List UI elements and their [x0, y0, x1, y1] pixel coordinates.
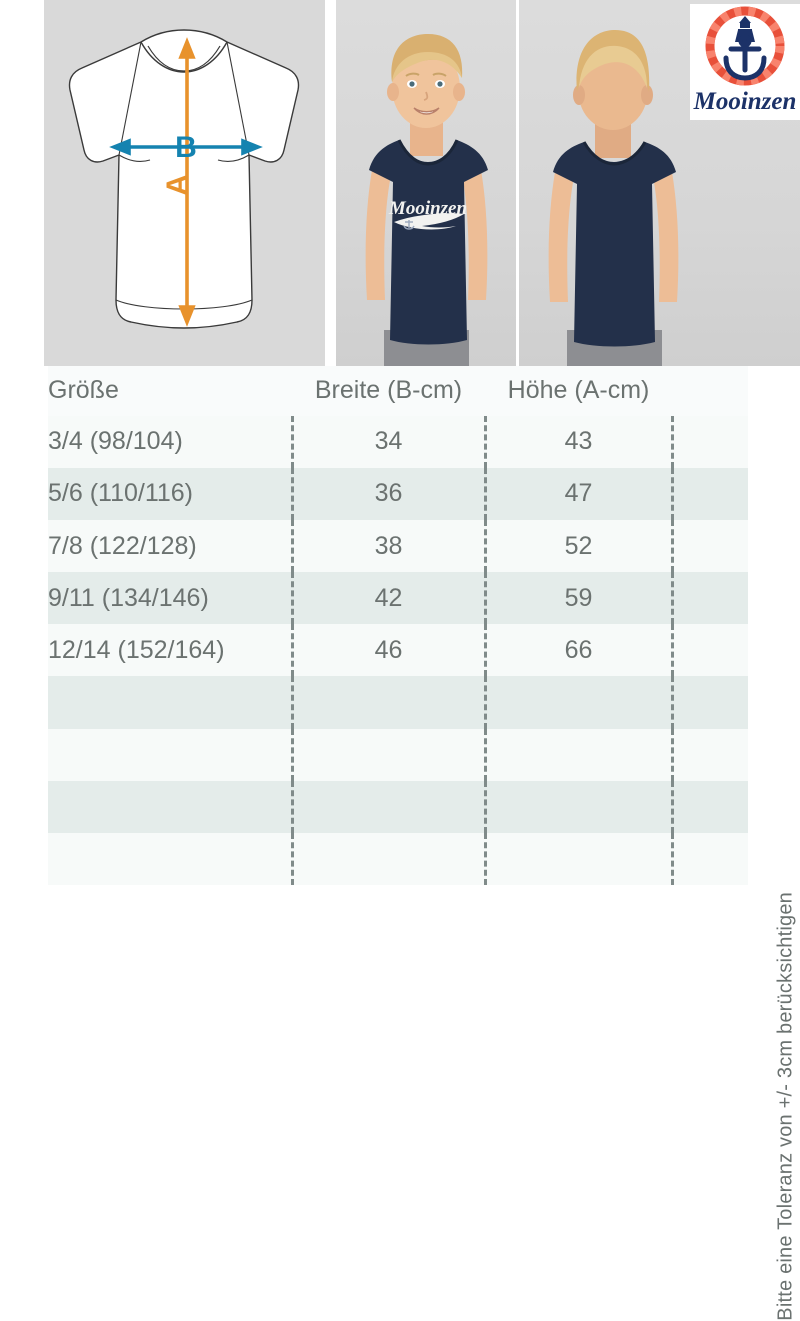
cell-width: 42	[291, 572, 485, 625]
cell-size: 7/8 (122/128)	[48, 531, 197, 560]
height-arrow-a	[178, 37, 196, 327]
table-row-empty	[48, 832, 748, 886]
table-header: Größe Breite (B-cm) Höhe (A-cm)	[48, 366, 748, 416]
column-header-spacer	[672, 366, 748, 416]
cell-height: 47	[484, 467, 672, 521]
table-row: 12/14 (152/164) 46 66	[48, 624, 748, 677]
cell-spacer	[671, 780, 748, 833]
cell-spacer	[671, 728, 748, 781]
table-row-empty	[48, 780, 748, 833]
cell-width: 34	[291, 415, 485, 469]
cell-size	[48, 676, 292, 728]
boy-front-photo-panel: Mooinzen	[336, 0, 516, 366]
shirt-print-text: Mooinzen	[388, 198, 467, 219]
cell-size	[48, 833, 292, 885]
cell-width: 36	[291, 467, 485, 521]
cell-height: 52	[484, 520, 672, 573]
table-row: 7/8 (122/128) 38 52	[48, 520, 748, 573]
cell-size: 12/14 (152/164)	[48, 635, 225, 664]
cell-spacer	[671, 572, 748, 625]
cell-height: 66	[484, 624, 672, 677]
column-header-height: Höhe (A-cm)	[485, 366, 672, 416]
cell-width	[291, 832, 485, 886]
boy-back-illustration	[548, 30, 679, 366]
cell-height: 43	[484, 415, 672, 469]
cell-height	[484, 676, 672, 729]
cell-spacer	[671, 676, 748, 729]
width-arrow-b	[109, 138, 263, 156]
cell-height: 59	[484, 572, 672, 625]
cell-size	[48, 781, 292, 833]
brand-wordmark: Mooinzen	[693, 88, 797, 115]
cell-width: 46	[291, 624, 485, 677]
table-body: 3/4 (98/104) 34 43 5/6 (110/116) 36 47 7…	[48, 415, 748, 886]
column-header-width: Breite (B-cm)	[292, 366, 485, 416]
cell-spacer	[671, 832, 748, 886]
size-chart-table: Größe Breite (B-cm) Höhe (A-cm) 3/4 (98/…	[48, 366, 748, 886]
boy-front-illustration: Mooinzen	[365, 34, 488, 366]
cell-height	[484, 780, 672, 833]
table-row-empty	[48, 728, 748, 781]
width-label-b: B	[175, 131, 197, 164]
cell-size	[48, 729, 292, 781]
tolerance-note: Bitte eine Toleranz von +/- 3cm berücksi…	[775, 892, 797, 1321]
cell-size: 3/4 (98/104)	[48, 427, 183, 456]
measurement-diagram-panel: B A	[44, 0, 325, 366]
table-row: 5/6 (110/116) 36 47	[48, 467, 748, 521]
cell-spacer	[671, 624, 748, 677]
cell-spacer	[671, 520, 748, 573]
tshirt-diagram-svg: B A	[68, 29, 300, 329]
cell-width	[291, 780, 485, 833]
cell-size: 9/11 (134/146)	[48, 583, 209, 612]
cell-height	[484, 728, 672, 781]
product-image-strip: B A	[0, 0, 800, 366]
brand-logo: Mooinzen	[690, 4, 800, 120]
table-row: 9/11 (134/146) 42 59	[48, 572, 748, 625]
cell-size: 5/6 (110/116)	[48, 479, 194, 508]
cell-width	[291, 676, 485, 729]
cell-width: 38	[291, 520, 485, 573]
height-label-a: A	[161, 174, 194, 196]
cell-width	[291, 728, 485, 781]
cell-height	[484, 832, 672, 886]
anchor-lighthouse-rope-logo-icon: Mooinzen	[693, 6, 797, 115]
table-row-empty	[48, 676, 748, 729]
cell-spacer	[671, 415, 748, 469]
boy-back-photo-panel	[519, 0, 800, 366]
column-header-size: Größe	[48, 366, 292, 416]
table-row: 3/4 (98/104) 34 43	[48, 415, 748, 469]
table-header-row: Größe Breite (B-cm) Höhe (A-cm)	[48, 366, 748, 416]
cell-spacer	[671, 467, 748, 521]
